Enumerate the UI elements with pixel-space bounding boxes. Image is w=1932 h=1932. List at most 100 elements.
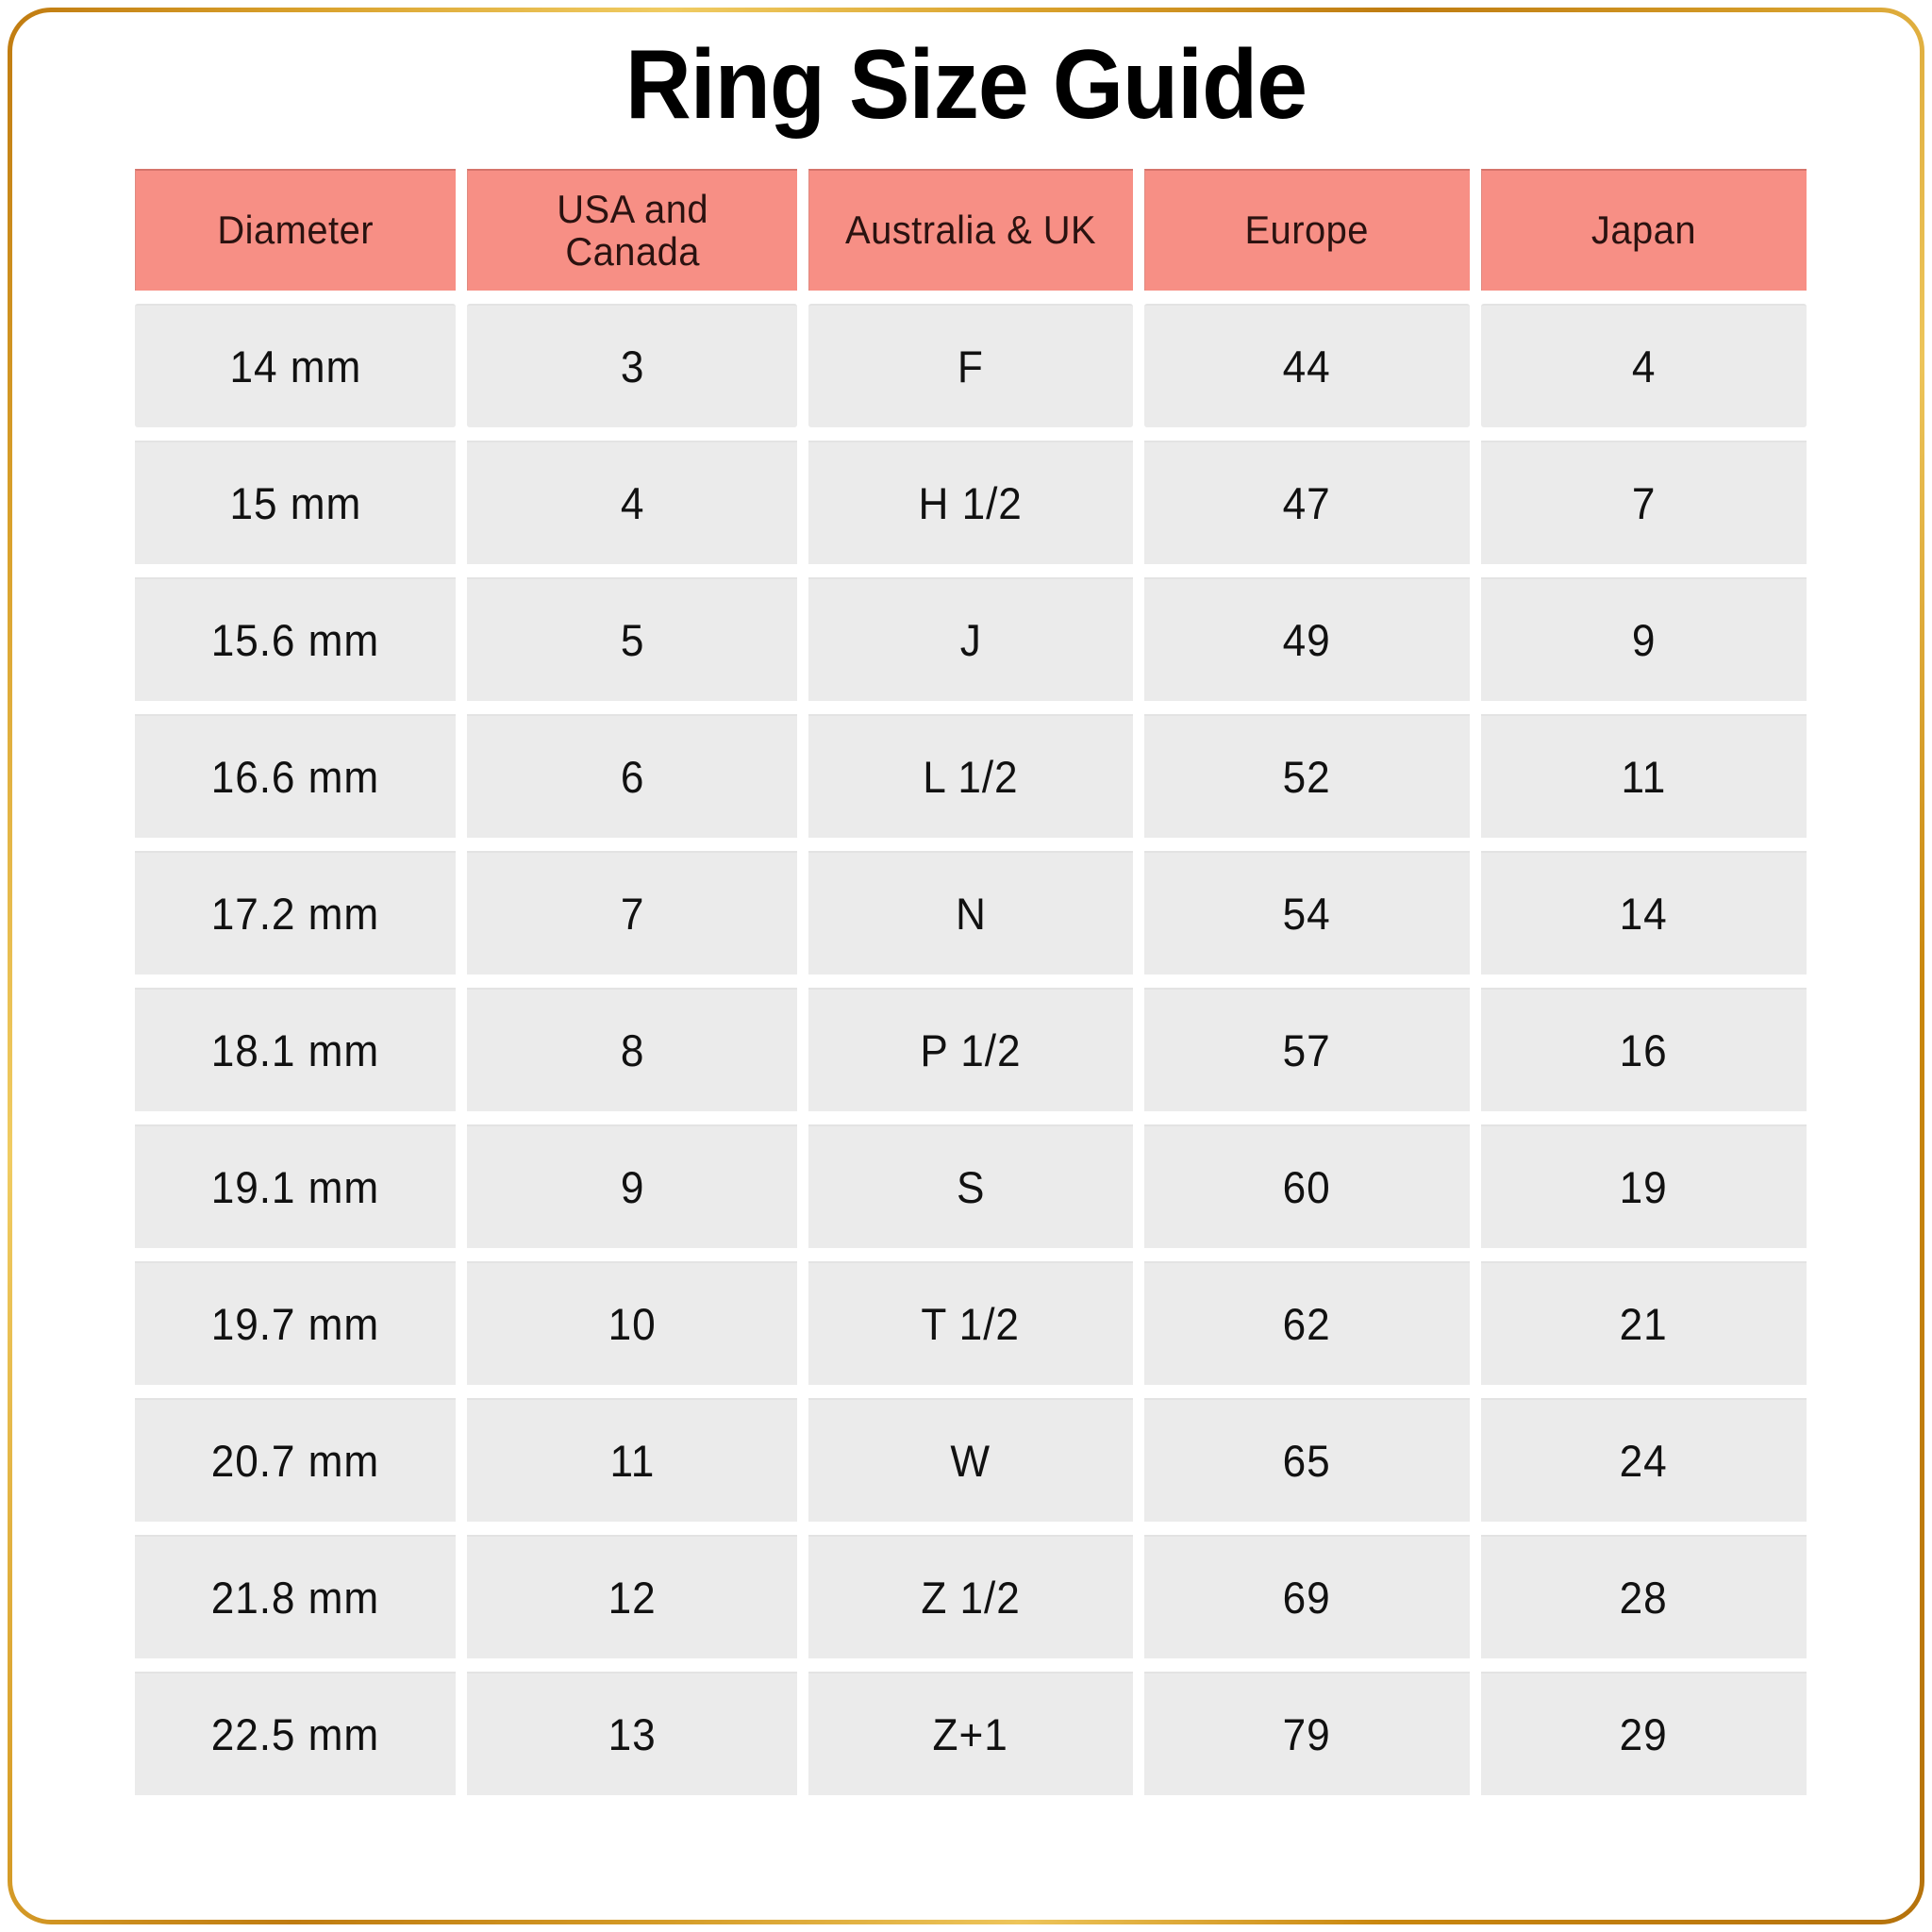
table-cell: H 1/2	[808, 441, 1133, 564]
table-cell-label: 15 mm	[229, 478, 361, 528]
table-cell: 22.5 mm	[135, 1672, 457, 1795]
table-cell: S	[808, 1124, 1133, 1248]
column-header-europe: Europe	[1143, 169, 1470, 291]
table-cell: 5	[467, 577, 798, 701]
table-cell: 14	[1480, 851, 1807, 974]
table-cell: 62	[1143, 1261, 1470, 1385]
table-cell: 65	[1143, 1398, 1470, 1522]
table-cell: W	[808, 1398, 1133, 1522]
table-cell-label: 9	[1631, 615, 1657, 665]
table-row: 14 mm 3 F 44 4	[135, 304, 1807, 427]
table-cell: J	[808, 577, 1133, 701]
column-header-australia-uk-label: Australia & UK	[845, 208, 1097, 253]
table-cell: 11	[1480, 714, 1807, 838]
decorative-gold-frame: Ring Size Guide Diameter USA and Canada …	[8, 8, 1924, 1924]
table-cell: 60	[1143, 1124, 1470, 1248]
table-cell-label: 4	[1631, 341, 1657, 391]
table-cell-label: 60	[1282, 1162, 1331, 1212]
table-cell: 16.6 mm	[135, 714, 457, 838]
table-cell-label: 69	[1282, 1573, 1331, 1623]
table-cell-label: 18.1 mm	[210, 1025, 380, 1075]
column-header-australia-uk: Australia & UK	[808, 169, 1133, 291]
table-row: 16.6 mm 6 L 1/2 52 11	[135, 714, 1807, 838]
table-row: 19.7 mm 10 T 1/2 62 21	[135, 1261, 1807, 1385]
table-cell-label: 29	[1619, 1709, 1668, 1759]
table-cell: Z 1/2	[808, 1535, 1133, 1658]
table-cell: 79	[1143, 1672, 1470, 1795]
table-cell: 9	[1480, 577, 1807, 701]
table-cell: 9	[467, 1124, 798, 1248]
table-cell-label: 54	[1282, 889, 1331, 939]
table-cell-label: 6	[620, 752, 645, 802]
column-header-usa-canada: USA and Canada	[467, 169, 798, 291]
column-header-europe-label: Europe	[1244, 208, 1370, 253]
table-cell-label: 16	[1619, 1025, 1668, 1075]
table-cell-label: T 1/2	[921, 1299, 1021, 1349]
table-cell: 4	[1480, 304, 1807, 427]
table-cell: Z+1	[808, 1672, 1133, 1795]
table-cell-label: J	[959, 615, 982, 665]
table-cell-label: 3	[620, 341, 645, 391]
table-cell-label: 10	[608, 1299, 657, 1349]
table-cell-label: 21	[1619, 1299, 1668, 1349]
ring-size-table: Diameter USA and Canada Australia & UK E…	[135, 169, 1807, 1795]
column-header-usa-canada-label: USA and Canada	[557, 187, 709, 274]
table-cell-label: 14 mm	[229, 341, 361, 391]
column-header-japan-label: Japan	[1591, 208, 1697, 253]
table-row: 18.1 mm 8 P 1/2 57 16	[135, 988, 1807, 1111]
table-cell-label: W	[950, 1436, 991, 1486]
table-cell: 10	[467, 1261, 798, 1385]
table-cell: N	[808, 851, 1133, 974]
table-cell-label: 49	[1282, 615, 1331, 665]
column-header-japan: Japan	[1480, 169, 1807, 291]
table-cell-label: P 1/2	[920, 1025, 1022, 1075]
table-cell: F	[808, 304, 1133, 427]
table-cell-label: N	[955, 889, 987, 939]
table-cell: 52	[1143, 714, 1470, 838]
table-cell-label: 15.6 mm	[210, 615, 380, 665]
table-cell: 19	[1480, 1124, 1807, 1248]
table-body: 14 mm 3 F 44 4 15 mm 4 H 1/2 47 7 15.6 mm 5 J 49 9 16.6…	[135, 304, 1807, 1795]
table-cell: 11	[467, 1398, 798, 1522]
table-cell: 7	[467, 851, 798, 974]
table-cell: 8	[467, 988, 798, 1111]
table-cell-label: 4	[620, 478, 645, 528]
table-cell-label: 7	[620, 889, 645, 939]
table-cell: 14 mm	[135, 304, 457, 427]
table-cell: L 1/2	[808, 714, 1133, 838]
table-cell-label: 8	[620, 1025, 645, 1075]
table-cell-label: 11	[1621, 752, 1667, 802]
table-cell: T 1/2	[808, 1261, 1133, 1385]
table-row: 22.5 mm 13 Z+1 79 29	[135, 1672, 1807, 1795]
table-cell: 21	[1480, 1261, 1807, 1385]
table-cell-label: Z+1	[932, 1709, 1009, 1759]
table-cell-label: 57	[1282, 1025, 1331, 1075]
table-cell: 3	[467, 304, 798, 427]
table-cell-label: 44	[1282, 341, 1331, 391]
table-cell: 6	[467, 714, 798, 838]
table-cell-label: 7	[1631, 478, 1657, 528]
table-cell-label: F	[958, 341, 984, 391]
page-content: Ring Size Guide Diameter USA and Canada …	[12, 12, 1920, 1920]
table-cell: 12	[467, 1535, 798, 1658]
table-cell: 20.7 mm	[135, 1398, 457, 1522]
table-row: 20.7 mm 11 W 65 24	[135, 1398, 1807, 1522]
table-cell-label: Z 1/2	[921, 1573, 1021, 1623]
table-cell: 18.1 mm	[135, 988, 457, 1111]
table-cell-label: 11	[609, 1436, 656, 1486]
table-cell: 15.6 mm	[135, 577, 457, 701]
table-cell: 57	[1143, 988, 1470, 1111]
table-cell: 24	[1480, 1398, 1807, 1522]
column-header-diameter-label: Diameter	[217, 208, 375, 253]
table-cell-label: 14	[1619, 889, 1668, 939]
table-cell-label: 24	[1619, 1436, 1668, 1486]
table-cell-label: 28	[1619, 1573, 1668, 1623]
table-cell-label: H 1/2	[918, 478, 1024, 528]
table-cell: 19.1 mm	[135, 1124, 457, 1248]
table-cell: 15 mm	[135, 441, 457, 564]
table-cell: 13	[467, 1672, 798, 1795]
table-cell: 49	[1143, 577, 1470, 701]
page-title: Ring Size Guide	[625, 30, 1307, 140]
table-cell-label: 21.8 mm	[210, 1573, 380, 1623]
table-cell: 16	[1480, 988, 1807, 1111]
